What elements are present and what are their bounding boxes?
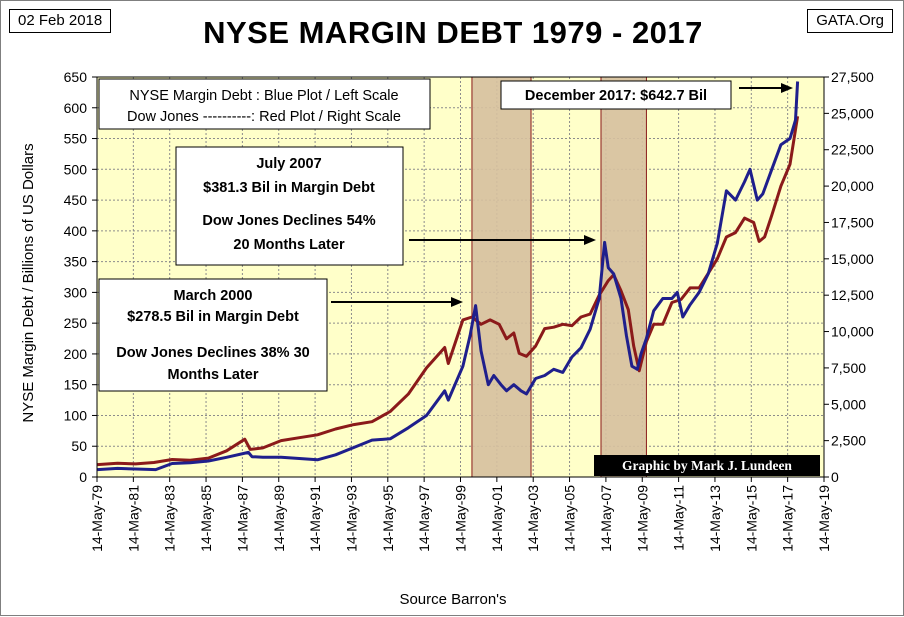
site-label: GATA.Org: [807, 9, 893, 33]
x-tick-label: 14-May-05: [562, 485, 578, 552]
arrowhead-dec-2017: [781, 83, 793, 93]
x-tick-label: 14-May-89: [271, 485, 287, 552]
credit-text: Graphic by Mark J. Lundeen: [622, 458, 792, 473]
chart-title: NYSE MARGIN DEBT 1979 - 2017: [203, 15, 703, 50]
series-dow-jones-line: [97, 116, 800, 467]
x-axis-ticks: 14-May-79 14-May-81 14-May-83 14-May-85 14-M…: [89, 477, 832, 552]
left-tick-label: 500: [64, 161, 88, 177]
x-tick-label: 14-May-07: [598, 485, 614, 552]
left-tick-label: 100: [64, 407, 88, 423]
legend: NYSE Margin Debt : Blue Plot / Left Scal…: [98, 78, 431, 130]
date-label: 02 Feb 2018: [9, 9, 112, 33]
x-tick-label: 14-May-79: [89, 485, 105, 552]
left-tick-label: 50: [71, 438, 87, 454]
x-tick-label: 14-May-91: [307, 485, 323, 552]
right-tick-label: 2,500: [831, 433, 866, 449]
legend-dow-jones: Dow Jones ----------: Red Plot / Right S…: [127, 109, 401, 125]
right-tick-label: 15,000: [831, 251, 874, 267]
right-tick-label: 20,000: [831, 178, 874, 194]
y-axis-title: NYSE Margin Debt / Billions of US Dollar…: [20, 143, 37, 422]
right-tick-label: 10,000: [831, 324, 874, 340]
shaded-period: [600, 76, 647, 478]
left-tick-label: 200: [64, 346, 88, 362]
x-tick-label: 14-May-09: [634, 485, 650, 552]
series-group: [97, 81, 800, 472]
annotation-jul-2007-line3: Dow Jones Declines 54%: [202, 213, 375, 229]
right-tick-label: 17,500: [831, 214, 874, 230]
x-tick-label: 14-May-17: [780, 485, 796, 552]
gridlines: [97, 77, 824, 477]
left-tick-label: 400: [64, 223, 88, 239]
x-tick-label: 14-May-93: [343, 485, 359, 552]
x-tick-label: 14-May-13: [707, 485, 723, 552]
x-tick-label: 14-May-95: [380, 485, 396, 552]
right-tick-label: 27,500: [831, 69, 874, 85]
left-tick-label: 550: [64, 131, 88, 147]
annotation-dec-2017: December 2017: $642.7 Bil: [500, 80, 793, 110]
annotation-mar-2000-line2: $278.5 Bil in Margin Debt: [127, 309, 299, 325]
x-tick-label: 14-May-97: [416, 485, 432, 552]
arrowhead-mar-2000: [451, 297, 463, 307]
x-tick-label: 14-May-01: [489, 485, 505, 552]
annotation-mar-2000-line1: March 2000: [174, 288, 253, 304]
right-axis-ticks: 0 2,500 5,000 7,500 10,000 12,500 15,000 17,500…: [824, 69, 874, 485]
annotation-jul-2007: July 2007 $381.3 Bil in Margin Debt Dow …: [175, 146, 596, 266]
shaded-period: [471, 76, 532, 478]
right-tick-label: 25,000: [831, 105, 874, 121]
credit-badge: Graphic by Mark J. Lundeen: [594, 455, 820, 476]
x-tick-label: 14-May-15: [743, 485, 759, 552]
left-tick-label: 350: [64, 254, 88, 270]
right-tick-label: 0: [831, 469, 839, 485]
shaded-periods: [471, 76, 647, 478]
right-tick-label: 7,500: [831, 360, 866, 376]
annotation-dec-2017-text: December 2017: $642.7 Bil: [525, 88, 707, 104]
annotation-mar-2000: March 2000 $278.5 Bil in Margin Debt Dow…: [98, 278, 463, 392]
left-tick-label: 250: [64, 315, 88, 331]
right-tick-label: 5,000: [831, 396, 866, 412]
legend-margin-debt: NYSE Margin Debt : Blue Plot / Left Scal…: [129, 88, 398, 104]
annotation-jul-2007-line2: $381.3 Bil in Margin Debt: [203, 180, 375, 196]
right-tick-label: 12,500: [831, 287, 874, 303]
x-tick-label: 14-May-03: [525, 485, 541, 552]
left-tick-label: 150: [64, 377, 88, 393]
left-tick-label: 600: [64, 100, 88, 116]
annotation-mar-2000-line4: Months Later: [167, 367, 258, 383]
x-axis-title: Source Barron's: [399, 591, 506, 608]
left-axis-ticks: 0 50 100 150 200 250 300 350 400 450 500 550 600 650: [64, 69, 97, 485]
annotation-jul-2007-line1: July 2007: [256, 156, 321, 172]
annotation-jul-2007-line4: 20 Months Later: [233, 237, 345, 253]
series-margin-debt-line: [97, 81, 800, 472]
annotation-mar-2000-line3: Dow Jones Declines 38% 30: [116, 345, 309, 361]
arrowhead-jul-2007: [584, 235, 596, 245]
right-tick-label: 22,500: [831, 142, 874, 158]
x-tick-label: 14-May-99: [453, 485, 469, 552]
x-tick-label: 14-May-19: [816, 485, 832, 552]
left-tick-label: 0: [79, 469, 87, 485]
x-tick-label: 14-May-81: [125, 485, 141, 552]
left-tick-label: 450: [64, 192, 88, 208]
x-tick-label: 14-May-11: [671, 485, 687, 551]
left-tick-label: 650: [64, 69, 88, 85]
x-tick-label: 14-May-83: [162, 485, 178, 552]
x-tick-label: 14-May-87: [234, 485, 250, 552]
left-tick-label: 300: [64, 284, 88, 300]
x-tick-label: 14-May-85: [198, 485, 214, 552]
